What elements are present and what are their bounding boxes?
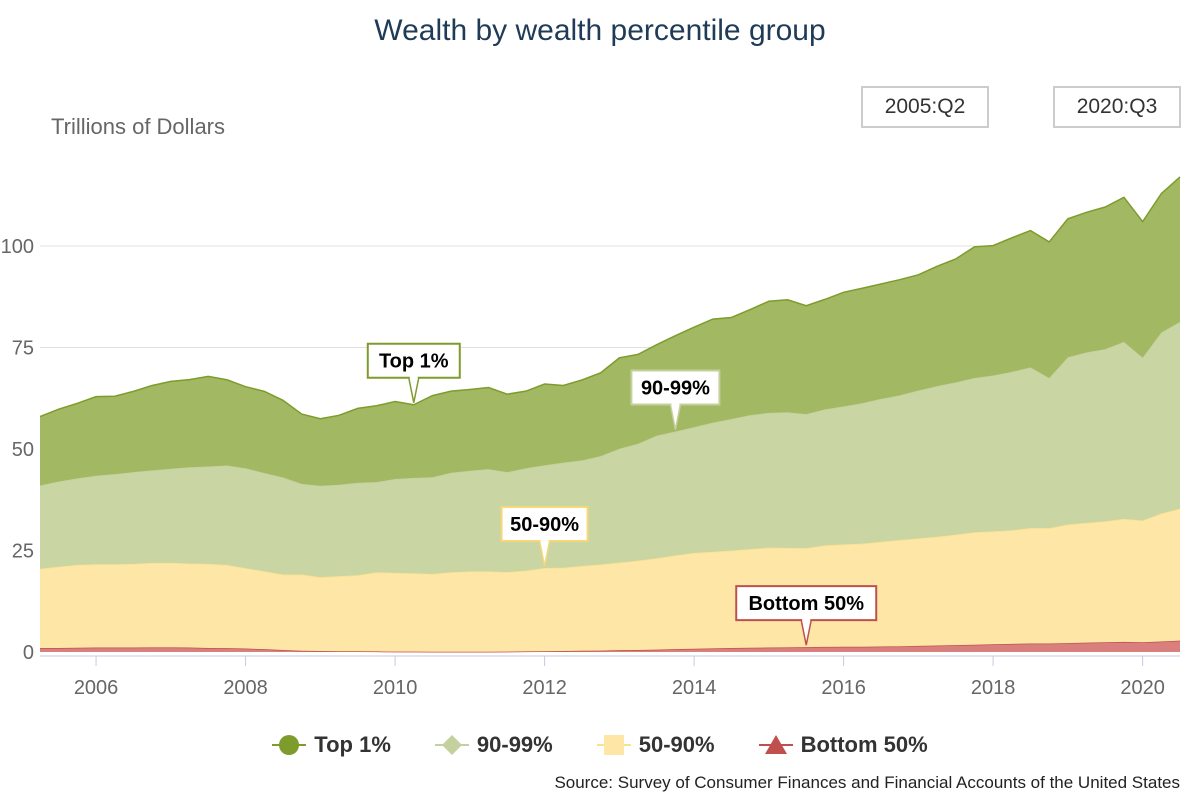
- callout-label: 50-90%: [510, 514, 579, 536]
- callout-box: [735, 585, 878, 622]
- x-tick-label: 2012: [522, 677, 567, 699]
- diamond-marker-icon: [434, 735, 469, 755]
- callout-pointer: [408, 377, 420, 403]
- area-top-1[interactable]: [40, 176, 1180, 486]
- y-tick-label: 100: [1, 236, 34, 258]
- legend-item-bottom-50[interactable]: Bottom 50%: [758, 732, 928, 758]
- legend-item-90-99[interactable]: 90-99%: [434, 732, 553, 758]
- triangle-marker-icon: [758, 735, 793, 754]
- circle-marker-icon: [272, 735, 307, 755]
- x-tick-label: 2006: [74, 677, 119, 699]
- y-tick-label: 25: [12, 541, 34, 563]
- callout-label: Bottom 50%: [748, 593, 864, 615]
- y-tick-label: 75: [12, 338, 34, 360]
- x-tick-label: 2018: [971, 677, 1016, 699]
- area-50-90[interactable]: [40, 508, 1180, 652]
- chart-title: Wealth by wealth percentile group: [374, 14, 826, 47]
- callout-label: Top 1%: [379, 351, 449, 373]
- callout-top-1: Top 1%: [366, 342, 461, 403]
- area-series: [39, 176, 1181, 653]
- legend-label: Top 1%: [314, 732, 391, 757]
- x-tick-label: 2010: [373, 677, 418, 699]
- square-marker-icon: [596, 735, 631, 755]
- y-axis: 0 25 50 75 100: [1, 236, 34, 664]
- x-tick-label: 2008: [223, 677, 268, 699]
- legend-item-50-90[interactable]: 50-90%: [596, 732, 715, 758]
- legend-label: Bottom 50%: [800, 732, 928, 757]
- area-90-99[interactable]: [40, 321, 1180, 578]
- y-tick-label: 0: [23, 642, 34, 664]
- legend-label: 90-99%: [476, 732, 553, 757]
- x-tick-label: 2020: [1120, 677, 1165, 699]
- x-axis: 2006 2008 2010 2012 2014 2016 2018 2020: [40, 655, 1180, 699]
- x-tick-label: 2016: [821, 677, 866, 699]
- legend-label: 50-90%: [638, 732, 715, 757]
- y-axis-label: Trillions of Dollars: [51, 114, 226, 139]
- callout-label: 90-99%: [641, 378, 710, 400]
- callout-pointer: [538, 540, 551, 567]
- legend: Top 1% 90-99% 50-90% Bottom 50%: [0, 732, 1200, 758]
- callout-pointer: [800, 619, 812, 646]
- callout-50-90: 50-90%: [500, 505, 589, 567]
- y-tick-label: 50: [12, 439, 34, 461]
- x-tick-label: 2014: [672, 677, 717, 699]
- range-end-input[interactable]: 2020:Q3: [1053, 86, 1181, 128]
- range-start-input[interactable]: 2005:Q2: [861, 86, 989, 128]
- callout-box: [500, 505, 589, 542]
- callout-bottom-50: Bottom 50%: [735, 585, 878, 646]
- callout-90-99: 90-99%: [630, 369, 721, 430]
- callouts: Top 1% 90-99% 50-90% Bottom 50%: [366, 342, 878, 646]
- callout-pointer: [669, 404, 682, 430]
- line-top-1: [39, 176, 1181, 420]
- legend-item-top-1[interactable]: Top 1%: [272, 732, 391, 758]
- area-bottom-50[interactable]: [40, 640, 1180, 652]
- source-note: Source: Survey of Consumer Finances and …: [554, 773, 1180, 792]
